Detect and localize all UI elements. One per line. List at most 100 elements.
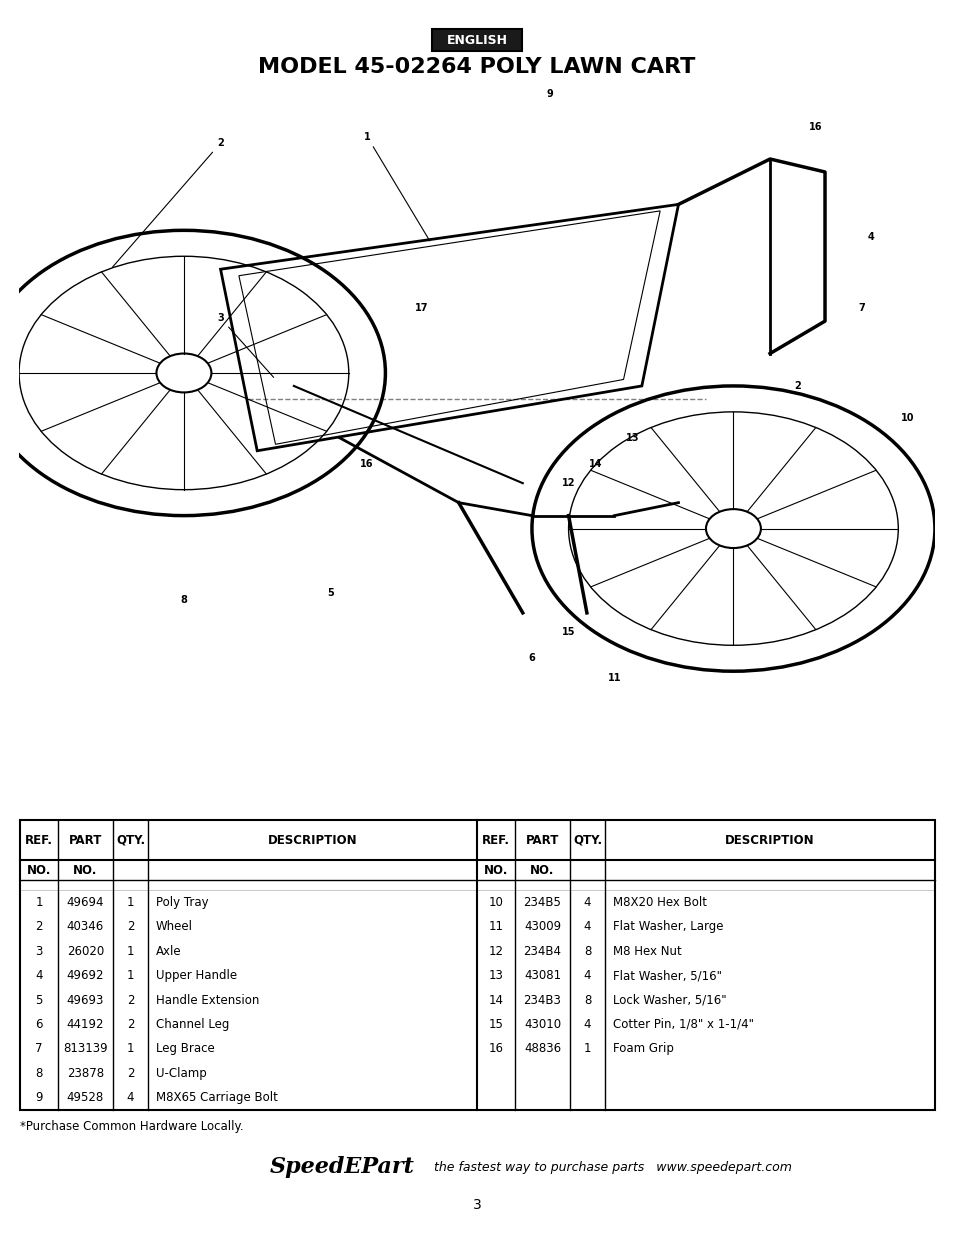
Text: Flat Washer, 5/16": Flat Washer, 5/16" xyxy=(613,969,721,982)
Text: 43009: 43009 xyxy=(523,920,560,934)
Text: 813139: 813139 xyxy=(63,1042,108,1056)
Text: 43081: 43081 xyxy=(523,969,560,982)
Text: 7: 7 xyxy=(858,303,864,314)
Text: 9: 9 xyxy=(35,1092,43,1104)
Text: 4: 4 xyxy=(583,1018,591,1031)
Text: Cotter Pin, 1/8" x 1-1/4": Cotter Pin, 1/8" x 1-1/4" xyxy=(613,1018,753,1031)
Text: 8: 8 xyxy=(583,945,591,957)
Text: 2: 2 xyxy=(127,993,134,1007)
Text: 5: 5 xyxy=(327,588,334,599)
Text: 13: 13 xyxy=(488,969,503,982)
Text: Axle: Axle xyxy=(156,945,181,957)
Text: 23878: 23878 xyxy=(67,1067,104,1079)
Text: 234B3: 234B3 xyxy=(523,993,561,1007)
Text: NO.: NO. xyxy=(530,863,554,877)
Text: 2: 2 xyxy=(793,380,801,391)
Text: 49693: 49693 xyxy=(67,993,104,1007)
Text: 1: 1 xyxy=(363,132,430,241)
Text: 11: 11 xyxy=(607,673,620,683)
Text: 49692: 49692 xyxy=(67,969,104,982)
Text: 5: 5 xyxy=(35,993,43,1007)
Text: 1: 1 xyxy=(583,1042,591,1056)
Text: Handle Extension: Handle Extension xyxy=(156,993,259,1007)
Text: 4: 4 xyxy=(583,920,591,934)
Text: 234B5: 234B5 xyxy=(523,895,561,909)
Text: 3: 3 xyxy=(472,1198,481,1212)
Text: SpeedEPart: SpeedEPart xyxy=(270,1156,415,1178)
Text: 44192: 44192 xyxy=(67,1018,104,1031)
Text: M8 Hex Nut: M8 Hex Nut xyxy=(613,945,681,957)
Text: 11: 11 xyxy=(488,920,503,934)
Text: ENGLISH: ENGLISH xyxy=(446,33,507,47)
Text: 16: 16 xyxy=(808,121,821,132)
Text: 234B4: 234B4 xyxy=(523,945,561,957)
Text: DESCRIPTION: DESCRIPTION xyxy=(268,834,357,846)
Text: 40346: 40346 xyxy=(67,920,104,934)
Bar xyxy=(432,28,521,51)
Text: 7: 7 xyxy=(35,1042,43,1056)
Text: 2: 2 xyxy=(35,920,43,934)
Text: 8: 8 xyxy=(35,1067,43,1079)
Text: 1: 1 xyxy=(127,895,134,909)
Text: 13: 13 xyxy=(625,432,639,443)
Text: Foam Grip: Foam Grip xyxy=(613,1042,673,1056)
Text: 1: 1 xyxy=(35,895,43,909)
Text: 2: 2 xyxy=(112,138,224,267)
Text: 3: 3 xyxy=(217,314,274,378)
Text: 4: 4 xyxy=(127,1092,134,1104)
Text: 14: 14 xyxy=(488,993,503,1007)
Text: Flat Washer, Large: Flat Washer, Large xyxy=(613,920,722,934)
Text: 8: 8 xyxy=(180,595,187,605)
Text: PART: PART xyxy=(525,834,558,846)
Text: 15: 15 xyxy=(488,1018,503,1031)
Text: M8X65 Carriage Bolt: M8X65 Carriage Bolt xyxy=(156,1092,277,1104)
Text: Channel Leg: Channel Leg xyxy=(156,1018,229,1031)
Text: Leg Brace: Leg Brace xyxy=(156,1042,214,1056)
Text: 1: 1 xyxy=(127,945,134,957)
Text: 2: 2 xyxy=(127,920,134,934)
Text: REF.: REF. xyxy=(25,834,53,846)
Text: 3: 3 xyxy=(35,945,43,957)
Text: QTY.: QTY. xyxy=(573,834,601,846)
Bar xyxy=(20,820,934,1110)
Text: 8: 8 xyxy=(583,993,591,1007)
Text: 14: 14 xyxy=(589,458,602,469)
Text: 43010: 43010 xyxy=(523,1018,560,1031)
Text: 49528: 49528 xyxy=(67,1092,104,1104)
Text: 15: 15 xyxy=(561,627,575,637)
Text: NO.: NO. xyxy=(483,863,508,877)
Text: 48836: 48836 xyxy=(523,1042,560,1056)
Text: *Purchase Common Hardware Locally.: *Purchase Common Hardware Locally. xyxy=(20,1120,243,1132)
Text: 4: 4 xyxy=(583,895,591,909)
Text: 1: 1 xyxy=(127,1042,134,1056)
Text: 4: 4 xyxy=(35,969,43,982)
Text: 12: 12 xyxy=(488,945,503,957)
Text: 4: 4 xyxy=(583,969,591,982)
Text: PART: PART xyxy=(69,834,102,846)
Text: 26020: 26020 xyxy=(67,945,104,957)
Text: REF.: REF. xyxy=(481,834,510,846)
Text: DESCRIPTION: DESCRIPTION xyxy=(724,834,814,846)
Text: NO.: NO. xyxy=(27,863,51,877)
Text: MODEL 45-02264 POLY LAWN CART: MODEL 45-02264 POLY LAWN CART xyxy=(258,57,695,77)
Text: 2: 2 xyxy=(127,1018,134,1031)
Text: M8X20 Hex Bolt: M8X20 Hex Bolt xyxy=(613,895,706,909)
Text: Upper Handle: Upper Handle xyxy=(156,969,237,982)
Text: 4: 4 xyxy=(866,232,873,242)
Text: QTY.: QTY. xyxy=(116,834,145,846)
Text: NO.: NO. xyxy=(73,863,97,877)
Text: Lock Washer, 5/16": Lock Washer, 5/16" xyxy=(613,993,726,1007)
Text: 49694: 49694 xyxy=(67,895,104,909)
Text: U-Clamp: U-Clamp xyxy=(156,1067,207,1079)
Text: 17: 17 xyxy=(415,303,428,314)
Text: 16: 16 xyxy=(488,1042,503,1056)
Text: 6: 6 xyxy=(528,653,535,663)
Text: 2: 2 xyxy=(127,1067,134,1079)
Text: Poly Tray: Poly Tray xyxy=(156,895,209,909)
Text: 12: 12 xyxy=(561,478,575,488)
Text: 6: 6 xyxy=(35,1018,43,1031)
Text: 9: 9 xyxy=(546,89,553,99)
Text: 16: 16 xyxy=(360,458,374,469)
Text: 1: 1 xyxy=(127,969,134,982)
Text: the fastest way to purchase parts   www.speedepart.com: the fastest way to purchase parts www.sp… xyxy=(430,1161,791,1173)
